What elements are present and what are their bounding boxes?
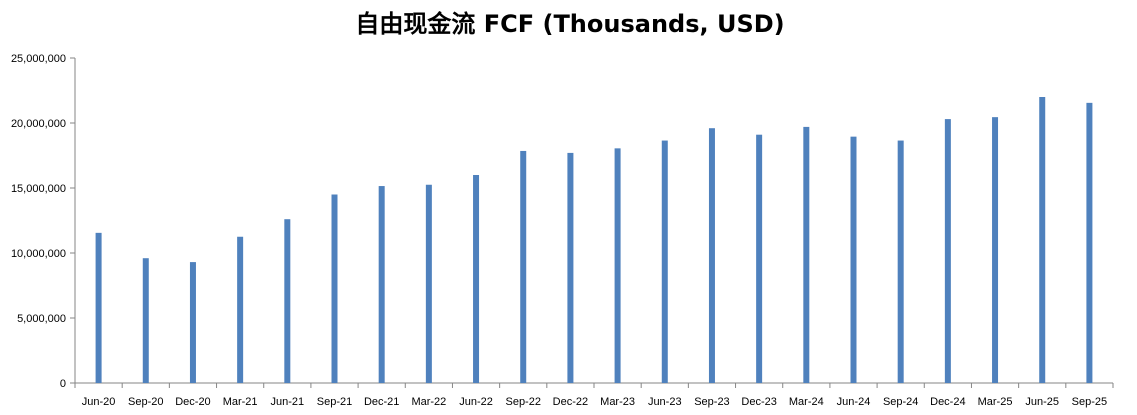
x-tick-label: Jun-21 <box>270 396 304 408</box>
x-tick-label: Mar-25 <box>978 396 1013 408</box>
bar <box>567 152 574 383</box>
y-tick-label: 20,000,000 <box>11 118 66 130</box>
x-tick-label: Sep-23 <box>694 396 729 408</box>
bar <box>756 134 763 383</box>
y-tick-label: 25,000,000 <box>11 53 66 65</box>
x-tick-label: Dec-23 <box>741 396 776 408</box>
bar <box>614 148 621 383</box>
bar-series <box>95 97 1093 384</box>
bar <box>850 136 857 383</box>
x-tick-label: Dec-21 <box>364 396 399 408</box>
x-tick-label: Sep-20 <box>128 396 163 408</box>
bar <box>473 175 480 383</box>
x-tick-label: Jun-20 <box>82 396 116 408</box>
x-tick-label: Sep-21 <box>317 396 352 408</box>
bar <box>331 194 338 383</box>
x-tick-label: Jun-22 <box>459 396 493 408</box>
y-tick-label: 0 <box>60 378 66 390</box>
bar <box>992 117 999 384</box>
bar <box>803 126 810 384</box>
x-tick-label: Mar-21 <box>223 396 258 408</box>
bar <box>237 236 244 383</box>
y-tick-label: 10,000,000 <box>11 248 66 260</box>
x-tick-label: Sep-25 <box>1072 396 1107 408</box>
x-tick-label: Dec-24 <box>930 396 965 408</box>
y-axis-ticks: 0 5,000,000 10,000,000 15,000,000 20,000,000… <box>11 53 75 390</box>
chart-title: 自由现金流 FCF (Thousands, USD) <box>355 10 784 38</box>
x-tick-label: Jun-23 <box>648 396 682 408</box>
bar <box>284 219 291 383</box>
bar <box>95 232 102 383</box>
y-tick-label: 5,000,000 <box>17 313 66 325</box>
bar <box>1086 102 1093 383</box>
bar <box>425 184 432 383</box>
bar <box>1039 97 1046 383</box>
bar <box>708 128 715 383</box>
bar <box>378 186 385 383</box>
y-tick-label: 15,000,000 <box>11 183 66 195</box>
x-tick-label: Dec-20 <box>175 396 210 408</box>
bar <box>520 150 527 383</box>
x-tick-label: Sep-24 <box>883 396 918 408</box>
bar <box>897 140 904 383</box>
x-tick-label: Mar-24 <box>789 396 824 408</box>
bar <box>142 258 149 383</box>
x-tick-label: Jun-24 <box>837 396 871 408</box>
chart-axes <box>74 58 1113 384</box>
x-tick-label: Mar-22 <box>411 396 446 408</box>
x-tick-label: Mar-23 <box>600 396 635 408</box>
x-tick-label: Jun-25 <box>1025 396 1059 408</box>
bar <box>944 119 951 383</box>
bar <box>661 140 668 383</box>
x-tick-label: Sep-22 <box>505 396 540 408</box>
x-tick-label: Dec-22 <box>553 396 588 408</box>
bar <box>189 262 196 383</box>
x-axis-ticks: Jun-20 Sep-20 Dec-20 Mar-21 Jun-21 Sep-21 Dec-… <box>74 383 1114 408</box>
